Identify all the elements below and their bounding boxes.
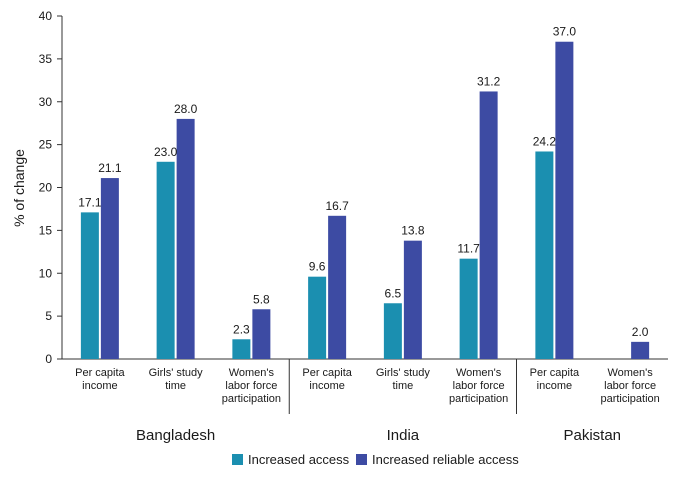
data-label: 2.3 (233, 322, 250, 336)
data-label: 11.7 (457, 242, 480, 256)
data-label: 5.8 (253, 292, 270, 306)
bar-increased-reliable-access (252, 309, 271, 359)
data-label: 13.8 (401, 224, 425, 238)
category-label: Women's (607, 367, 653, 379)
category-label: participation (600, 393, 659, 405)
bar-increased-reliable-access (403, 240, 422, 359)
bar-increased-reliable-access (100, 178, 119, 359)
y-tick-label: 10 (39, 266, 53, 280)
y-tick-label: 35 (39, 52, 53, 66)
y-tick-label: 5 (45, 309, 52, 323)
category-label: income (537, 380, 572, 392)
data-label: 23.0 (154, 145, 178, 159)
group-label: India (387, 427, 420, 444)
data-label: 2.0 (632, 325, 649, 339)
category-label: Per capita (530, 367, 580, 379)
bar-increased-access (383, 303, 402, 359)
data-label: 21.1 (98, 161, 122, 175)
y-axis-title: % of change (11, 149, 27, 227)
y-tick-label: 30 (39, 95, 53, 109)
bar-increased-access (535, 151, 554, 359)
data-label: 31.2 (477, 74, 501, 88)
y-axis: 0 5 10 15 20 25 30 35 40 (39, 9, 668, 414)
bar-increased-reliable-access (328, 215, 347, 359)
y-tick-label: 25 (39, 138, 53, 152)
bar-increased-reliable-access (631, 341, 650, 359)
category-label: Girls' study (149, 367, 204, 379)
bars (80, 41, 650, 360)
data-label: 9.6 (309, 260, 326, 274)
category-label: labor force (453, 380, 505, 392)
data-label: 37.0 (553, 25, 577, 39)
bar-increased-access (459, 258, 478, 359)
category-label: labor force (604, 380, 656, 392)
bar-increased-reliable-access (555, 41, 574, 359)
category-label: participation (449, 393, 508, 405)
group-labels: Bangladesh India Pakistan (136, 427, 621, 444)
category-label: participation (222, 393, 281, 405)
data-labels: 17.1 21.1 23.0 28.0 2.3 5.8 9.6 16.7 6.5 13.8 11.7… (78, 25, 649, 339)
category-label: Per capita (302, 367, 352, 379)
data-label: 17.1 (78, 195, 102, 209)
bar-increased-access (80, 212, 99, 359)
data-label: 16.7 (325, 199, 349, 213)
data-label: 24.2 (533, 134, 557, 148)
legend-swatch (232, 454, 243, 465)
legend-label: Increased access (248, 452, 350, 467)
bar-increased-reliable-access (479, 91, 498, 360)
data-label: 6.5 (385, 286, 402, 300)
bar-increased-access (232, 339, 251, 359)
data-label: 28.0 (174, 102, 198, 116)
legend-swatch (356, 454, 367, 465)
y-tick-label: 40 (39, 9, 53, 23)
y-tick-label: 0 (45, 352, 52, 366)
category-label: time (392, 380, 413, 392)
group-label: Bangladesh (136, 427, 215, 444)
category-label: Girls' study (376, 367, 431, 379)
category-label: time (165, 380, 186, 392)
bar-increased-reliable-access (176, 118, 195, 360)
category-label: income (82, 380, 117, 392)
legend-label: Increased reliable access (372, 452, 519, 467)
category-label: Women's (229, 367, 275, 379)
bar-increased-access (308, 276, 327, 359)
y-tick-label: 15 (39, 223, 53, 237)
bar-increased-access (156, 161, 175, 359)
category-label: Per capita (75, 367, 125, 379)
category-label: income (309, 380, 344, 392)
group-label: Pakistan (563, 427, 621, 444)
category-label: Women's (456, 367, 502, 379)
category-label: labor force (225, 380, 277, 392)
y-tick-label: 20 (39, 181, 53, 195)
legend: Increased access Increased reliable acces… (232, 452, 519, 467)
